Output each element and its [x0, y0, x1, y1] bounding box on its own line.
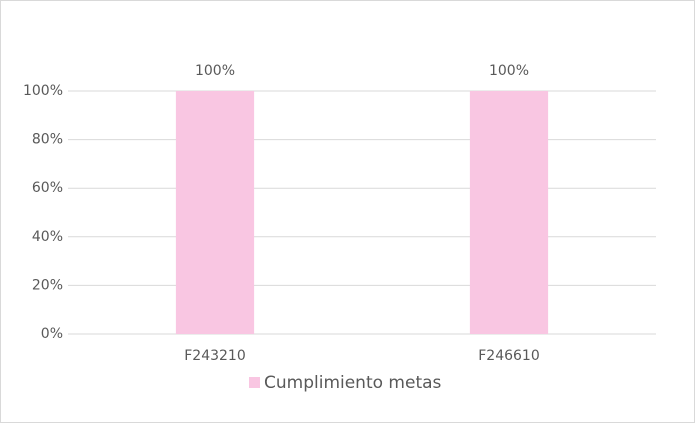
x-tick-label: F246610: [478, 348, 540, 364]
bar: [175, 91, 255, 334]
legend-label: Cumplimiento metas: [264, 373, 442, 393]
x-tick-label: F243210: [184, 348, 246, 364]
y-tick-label: 100%: [23, 83, 63, 99]
bar: [469, 91, 549, 334]
legend-swatch: [249, 377, 260, 388]
y-tick-label: 80%: [32, 132, 63, 148]
data-label: 100%: [489, 63, 529, 79]
data-label: 100%: [195, 63, 235, 79]
y-tick-label: 40%: [32, 229, 63, 245]
y-tick-label: 0%: [41, 326, 63, 342]
y-tick-label: 20%: [32, 277, 63, 293]
y-tick-label: 60%: [32, 180, 63, 196]
